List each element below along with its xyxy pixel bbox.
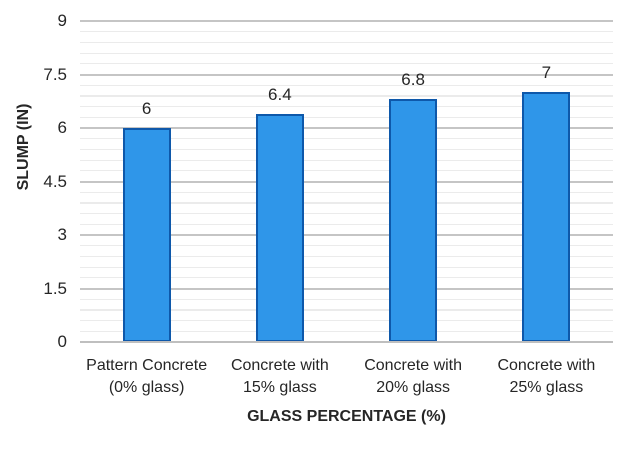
category-label-line: 15% glass xyxy=(242,379,317,396)
y-tick-label: 4.5 xyxy=(43,171,67,191)
value-label: 6 xyxy=(141,99,152,118)
minor-gridline xyxy=(80,95,613,97)
y-tick-label: 7.5 xyxy=(43,64,67,84)
minor-gridline xyxy=(80,148,613,151)
minor-gridline xyxy=(80,320,613,322)
y-tick-label: 3 xyxy=(57,225,67,244)
major-gridline xyxy=(80,180,613,183)
major-gridline xyxy=(80,73,613,76)
minor-gridline xyxy=(80,213,613,215)
minor-gridline xyxy=(80,84,613,86)
category-label: Concrete with 20% glass xyxy=(343,355,483,399)
bar xyxy=(389,99,438,342)
category-label-line: 20% glass xyxy=(376,379,451,396)
minor-gridline xyxy=(80,266,613,268)
major-gridline xyxy=(80,287,613,290)
minor-gridline xyxy=(80,106,613,108)
value-label: 6.8 xyxy=(401,70,425,90)
minor-gridline xyxy=(80,138,613,140)
bar xyxy=(255,113,304,342)
category-label-line: (0% glass) xyxy=(108,379,185,396)
x-axis-line xyxy=(80,341,613,343)
category-label: Pattern Concrete (0% glass) xyxy=(77,355,217,399)
category-label-line: Concrete with xyxy=(364,357,463,374)
category-label-line: Concrete with xyxy=(497,357,596,374)
minor-gridline xyxy=(80,191,613,193)
category-label-line: 25% glass xyxy=(509,379,584,396)
minor-gridline xyxy=(80,170,613,172)
category-label-line: Concrete with xyxy=(230,357,329,374)
minor-gridline xyxy=(80,245,613,247)
value-label: 7 xyxy=(541,63,552,83)
minor-gridline xyxy=(80,202,613,204)
minor-gridline xyxy=(80,31,613,33)
y-tick-label: 0 xyxy=(57,332,67,351)
minor-gridline xyxy=(80,223,613,225)
bar xyxy=(122,128,171,342)
category-label: Concrete with 15% glass xyxy=(210,355,350,399)
bar xyxy=(522,92,571,342)
y-tick-label: 1.5 xyxy=(43,278,67,298)
value-label: 6.4 xyxy=(268,84,292,104)
minor-gridline xyxy=(80,330,613,332)
minor-gridline xyxy=(80,41,613,44)
minor-gridline xyxy=(80,159,613,161)
category-label-line: Pattern Concrete xyxy=(86,357,208,374)
major-gridline xyxy=(80,20,613,22)
minor-gridline xyxy=(80,63,613,65)
y-tick-label: 6 xyxy=(57,118,67,137)
major-gridline xyxy=(80,127,613,129)
minor-gridline xyxy=(80,298,613,300)
minor-gridline xyxy=(80,309,613,311)
minor-gridline xyxy=(80,255,613,258)
minor-gridline xyxy=(80,277,613,279)
x-axis-title: GLASS PERCENTAGE (%) xyxy=(247,408,446,425)
y-tick-label: 9 xyxy=(57,11,67,30)
minor-gridline xyxy=(80,52,613,54)
minor-gridline xyxy=(80,116,613,118)
major-gridline xyxy=(80,234,613,236)
category-label: Concrete with 25% glass xyxy=(476,355,616,399)
